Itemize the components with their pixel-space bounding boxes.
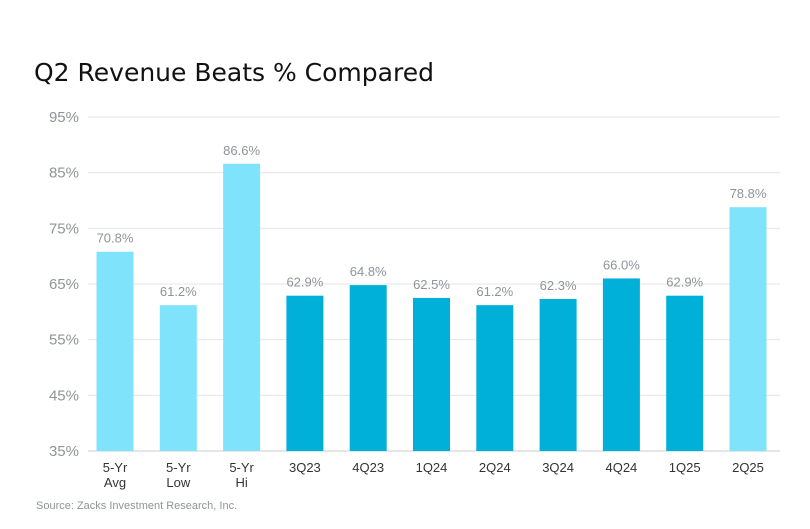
data-label: 62.3% [540,278,577,293]
x-tick-label: 4Q23 [352,460,384,475]
bar [476,305,514,451]
y-tick-label: 95% [49,109,79,126]
bar [96,251,134,451]
data-label: 78.8% [730,186,767,201]
x-tick-label: 1Q25 [669,460,701,475]
bar [539,299,577,451]
data-label: 70.8% [97,231,134,246]
x-tick-label: 1Q24 [416,460,448,475]
bar [159,305,197,451]
bars [96,163,767,451]
bar [729,207,767,451]
y-axis: 35% 45% 55% 65% 75% 85% 95% [49,109,780,460]
data-label: 61.2% [160,284,197,299]
data-labels: 70.8% 61.2% 86.6% 62.9% 64.8% 62.5% 61.2% 62.3%… [97,143,767,299]
x-tick-label: Low [166,475,190,490]
bar [349,285,387,451]
bar [223,163,261,451]
x-tick-label: 5-Yr [166,460,191,475]
data-label: 86.6% [223,143,260,158]
data-label: 62.9% [666,275,703,290]
y-tick-label: 55% [49,332,79,349]
bar [666,295,704,451]
data-label: 61.2% [476,284,513,299]
data-label: 62.9% [286,275,323,290]
data-label: 66.0% [603,257,640,272]
y-tick-label: 85% [49,165,79,182]
x-tick-label: 5-Yr [103,460,128,475]
y-tick-label: 45% [49,387,79,404]
x-tick-label: 2Q25 [732,460,764,475]
source-note: Source: Zacks Investment Research, Inc. [36,500,238,512]
chart-title: Q2 Revenue Beats % Compared [34,58,434,87]
y-tick-label: 35% [49,443,79,460]
x-tick-label: 2Q24 [479,460,511,475]
bar [286,295,324,451]
x-tick-label: 3Q24 [542,460,574,475]
y-tick-label: 65% [49,276,79,293]
x-tick-label: 5-Yr [229,460,254,475]
x-tick-label: 4Q24 [605,460,637,475]
bar [602,278,640,451]
x-tick-label: Hi [235,475,247,490]
y-tick-label: 75% [49,220,79,237]
data-label: 62.5% [413,277,450,292]
x-tick-label: 3Q23 [289,460,321,475]
bar [413,297,450,451]
data-label: 64.8% [350,264,387,279]
x-tick-label: Avg [104,475,126,490]
